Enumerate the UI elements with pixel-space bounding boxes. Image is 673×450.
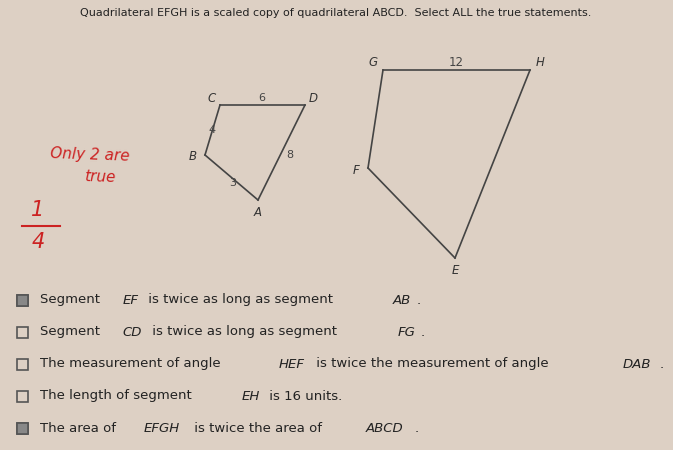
Text: 3: 3 — [229, 178, 236, 188]
Text: 4: 4 — [32, 232, 44, 252]
Bar — [17, 423, 28, 433]
Text: .: . — [421, 325, 425, 338]
Bar — [17, 423, 28, 433]
Text: E: E — [452, 264, 459, 276]
Text: H: H — [536, 55, 544, 68]
Text: .: . — [415, 422, 419, 435]
Bar — [17, 359, 28, 369]
Text: D: D — [308, 91, 318, 104]
Text: The measurement of angle: The measurement of angle — [40, 357, 225, 370]
Text: true: true — [84, 169, 116, 185]
Bar — [17, 294, 28, 306]
Bar — [17, 294, 28, 306]
Text: 1: 1 — [32, 200, 44, 220]
Text: Only 2 are: Only 2 are — [50, 146, 130, 164]
Text: DAB: DAB — [623, 357, 651, 370]
Text: .: . — [417, 293, 421, 306]
Text: G: G — [368, 55, 378, 68]
Text: CD: CD — [123, 325, 143, 338]
Text: 6: 6 — [258, 93, 266, 103]
Text: ABCD: ABCD — [366, 422, 404, 435]
Text: is twice as long as segment: is twice as long as segment — [143, 293, 336, 306]
Text: Segment: Segment — [40, 293, 104, 306]
Text: B: B — [189, 150, 197, 163]
Text: 4: 4 — [209, 125, 215, 135]
Text: The area of: The area of — [40, 422, 120, 435]
Text: .: . — [660, 357, 664, 370]
Text: HEF: HEF — [279, 357, 305, 370]
Text: 8: 8 — [287, 150, 293, 160]
Text: is twice the area of: is twice the area of — [190, 422, 326, 435]
Text: is 16 units.: is 16 units. — [265, 390, 343, 402]
Text: is twice the measurement of angle: is twice the measurement of angle — [312, 357, 553, 370]
Text: EH: EH — [242, 390, 260, 402]
Bar — [17, 391, 28, 401]
Text: A: A — [254, 206, 262, 219]
Text: Quadrilateral EFGH is a scaled copy of quadrilateral ABCD.  Select ALL the true : Quadrilateral EFGH is a scaled copy of q… — [80, 8, 592, 18]
Text: FG: FG — [398, 325, 415, 338]
Text: The length of segment: The length of segment — [40, 390, 196, 402]
Text: F: F — [353, 163, 359, 176]
Bar — [17, 327, 28, 338]
Text: EFGH: EFGH — [143, 422, 180, 435]
Text: Segment: Segment — [40, 325, 104, 338]
Text: is twice as long as segment: is twice as long as segment — [148, 325, 341, 338]
Text: EF: EF — [123, 293, 139, 306]
Text: AB: AB — [393, 293, 411, 306]
Text: 12: 12 — [448, 55, 464, 68]
Text: C: C — [208, 91, 216, 104]
